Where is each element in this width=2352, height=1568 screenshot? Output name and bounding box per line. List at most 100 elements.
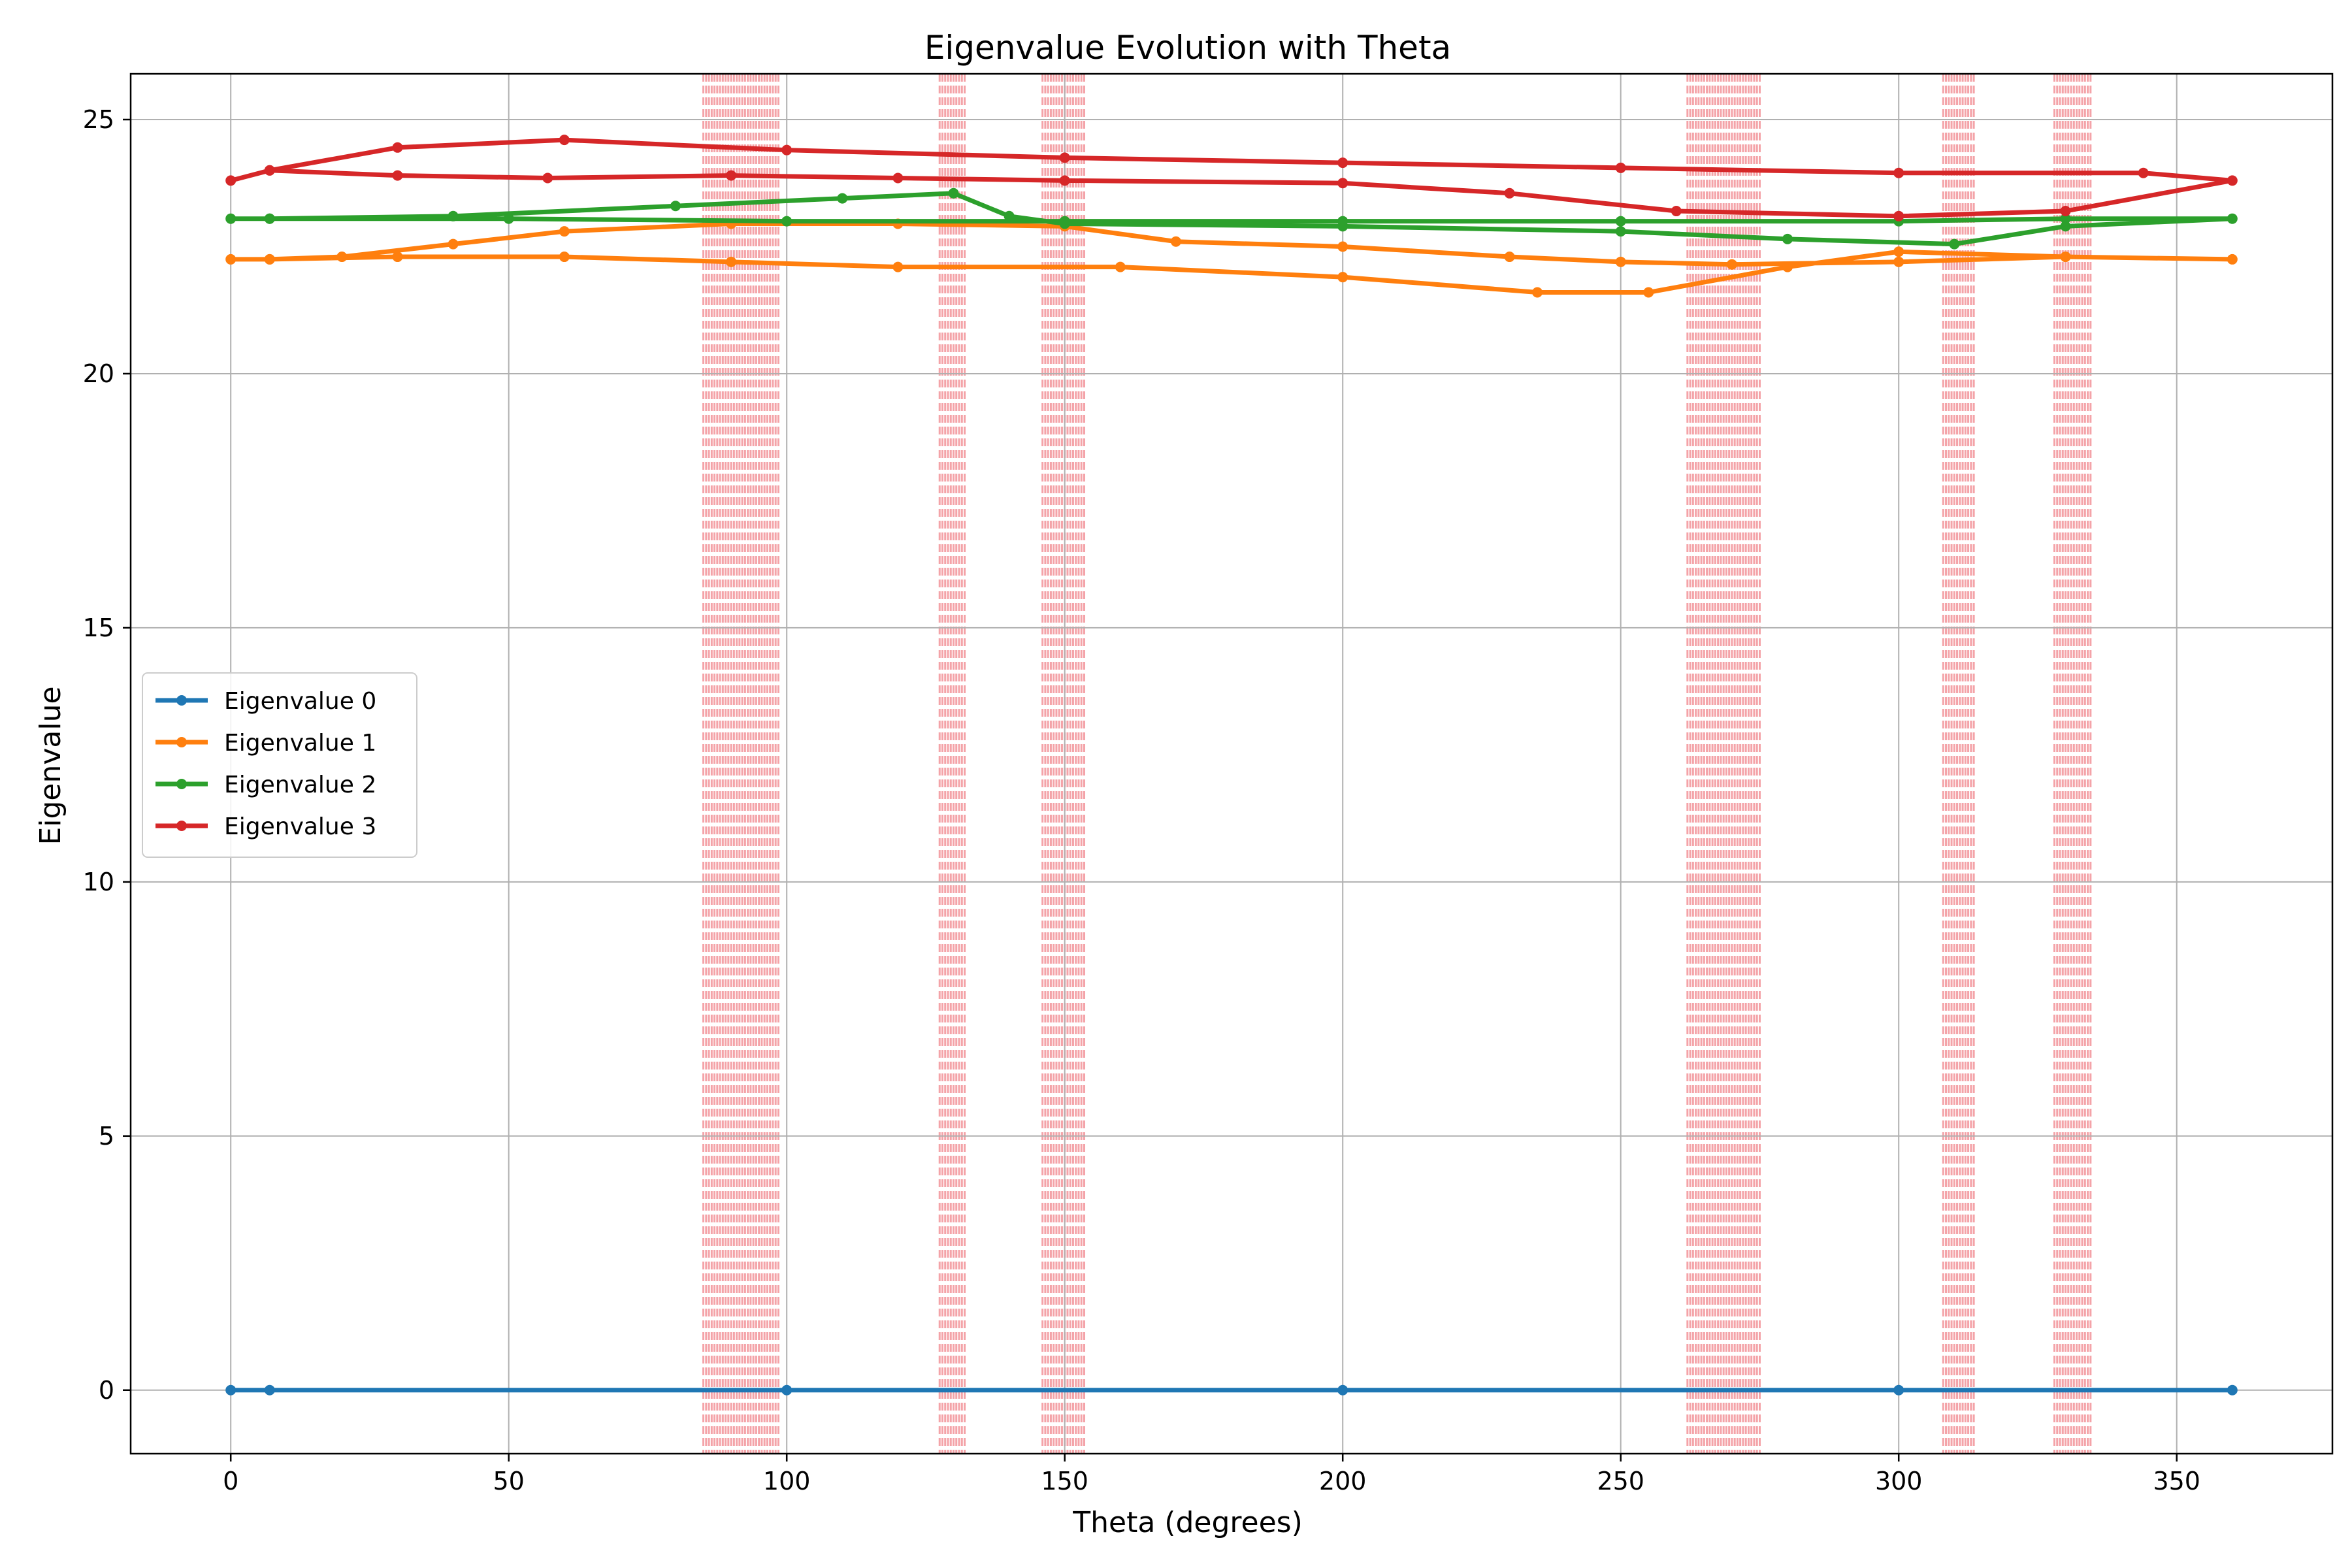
y-tick-label: 0 bbox=[99, 1376, 114, 1405]
data-point bbox=[225, 175, 237, 186]
series-line bbox=[231, 221, 2235, 295]
data-point bbox=[264, 165, 275, 176]
data-point bbox=[1059, 216, 1070, 227]
x-tick-label: 50 bbox=[493, 1467, 525, 1495]
data-point bbox=[1004, 210, 1015, 221]
data-point bbox=[559, 252, 570, 263]
data-point bbox=[542, 172, 553, 184]
plot-frame bbox=[129, 73, 2334, 1455]
data-point bbox=[264, 213, 275, 224]
y-axis-label: Eigenvalue bbox=[34, 686, 67, 845]
data-point bbox=[1949, 238, 1960, 250]
data-point bbox=[1893, 1384, 1904, 1396]
data-point bbox=[781, 144, 792, 155]
legend-marker bbox=[176, 695, 187, 706]
data-point bbox=[559, 135, 570, 146]
data-point bbox=[2060, 206, 2071, 217]
data-point bbox=[2060, 252, 2071, 263]
data-point bbox=[264, 1384, 275, 1396]
legend-box bbox=[142, 672, 417, 858]
data-point bbox=[1504, 252, 1515, 263]
data-point bbox=[1893, 256, 1904, 267]
data-point bbox=[1337, 1384, 1348, 1396]
data-point bbox=[1726, 259, 1737, 270]
data-point bbox=[336, 252, 348, 263]
series-3 bbox=[225, 135, 2238, 221]
data-point bbox=[2060, 213, 2071, 224]
data-point bbox=[781, 1384, 792, 1396]
data-point bbox=[264, 253, 275, 265]
shaded-bands bbox=[702, 74, 2092, 1454]
series-0 bbox=[225, 1384, 2238, 1396]
data-point bbox=[892, 261, 904, 272]
data-point bbox=[892, 172, 904, 184]
data-point bbox=[1782, 233, 1793, 244]
series-line bbox=[231, 191, 2235, 247]
data-point bbox=[1643, 287, 1654, 298]
series-1 bbox=[225, 218, 2238, 298]
x-tick-label: 100 bbox=[763, 1467, 811, 1495]
x-axis-label: Theta (degrees) bbox=[1072, 1506, 1302, 1539]
data-point bbox=[837, 193, 848, 204]
data-point bbox=[1615, 226, 1626, 237]
data-point bbox=[2060, 221, 2071, 232]
data-point bbox=[392, 142, 403, 153]
data-point bbox=[1504, 188, 1515, 199]
series-group bbox=[225, 135, 2238, 1396]
data-point bbox=[2227, 213, 2238, 224]
data-point bbox=[448, 210, 459, 221]
data-point bbox=[948, 188, 959, 199]
data-point bbox=[1615, 256, 1626, 267]
data-point bbox=[1337, 272, 1348, 283]
data-point bbox=[726, 170, 737, 181]
data-point bbox=[2138, 167, 2149, 178]
legend-label: Eigenvalue 1 bbox=[224, 730, 376, 757]
x-axis-ticks: 0 50 100 150 200 250 300 350 bbox=[223, 1454, 2200, 1495]
data-point bbox=[225, 1384, 237, 1396]
legend-marker bbox=[176, 737, 187, 747]
data-point bbox=[1337, 241, 1348, 252]
data-point bbox=[1115, 261, 1126, 272]
data-point bbox=[1782, 261, 1793, 272]
data-point bbox=[1671, 206, 1682, 217]
legend-label: Eigenvalue 2 bbox=[224, 772, 376, 798]
data-point bbox=[1059, 175, 1070, 186]
y-axis-ticks: 0 5 10 15 20 25 bbox=[83, 105, 131, 1405]
data-point bbox=[448, 238, 459, 250]
data-point bbox=[2227, 1384, 2238, 1396]
data-point bbox=[726, 256, 737, 267]
legend-marker bbox=[176, 779, 187, 789]
data-point bbox=[392, 170, 403, 181]
legend-label: Eigenvalue 3 bbox=[224, 813, 376, 840]
data-point bbox=[225, 253, 237, 265]
data-point bbox=[392, 252, 403, 263]
data-point bbox=[1337, 157, 1348, 169]
data-point bbox=[1893, 210, 1904, 221]
data-point bbox=[1615, 216, 1626, 227]
data-point bbox=[670, 201, 681, 212]
x-tick-label: 150 bbox=[1041, 1467, 1088, 1495]
y-tick-label: 15 bbox=[83, 613, 114, 642]
series-2 bbox=[225, 188, 2238, 250]
y-tick-label: 20 bbox=[83, 359, 114, 388]
data-point bbox=[2227, 253, 2238, 265]
data-point bbox=[1337, 178, 1348, 189]
data-point bbox=[1170, 236, 1181, 247]
x-tick-label: 350 bbox=[2153, 1467, 2200, 1495]
data-point bbox=[1337, 216, 1348, 227]
x-tick-label: 300 bbox=[1875, 1467, 1923, 1495]
legend-label: Eigenvalue 0 bbox=[224, 688, 376, 715]
x-tick-label: 0 bbox=[223, 1467, 238, 1495]
y-tick-label: 10 bbox=[83, 868, 114, 896]
series-line bbox=[230, 137, 2235, 219]
data-point bbox=[781, 216, 792, 227]
x-tick-label: 250 bbox=[1597, 1467, 1644, 1495]
legend: Eigenvalue 0 Eigenvalue 1 Eigenvalue 2 Eige… bbox=[142, 672, 417, 858]
data-point bbox=[2227, 175, 2238, 186]
y-tick-label: 5 bbox=[99, 1122, 114, 1151]
data-point bbox=[1893, 246, 1904, 257]
y-tick-label: 25 bbox=[83, 105, 114, 134]
data-point bbox=[1615, 162, 1626, 173]
data-point bbox=[559, 226, 570, 237]
